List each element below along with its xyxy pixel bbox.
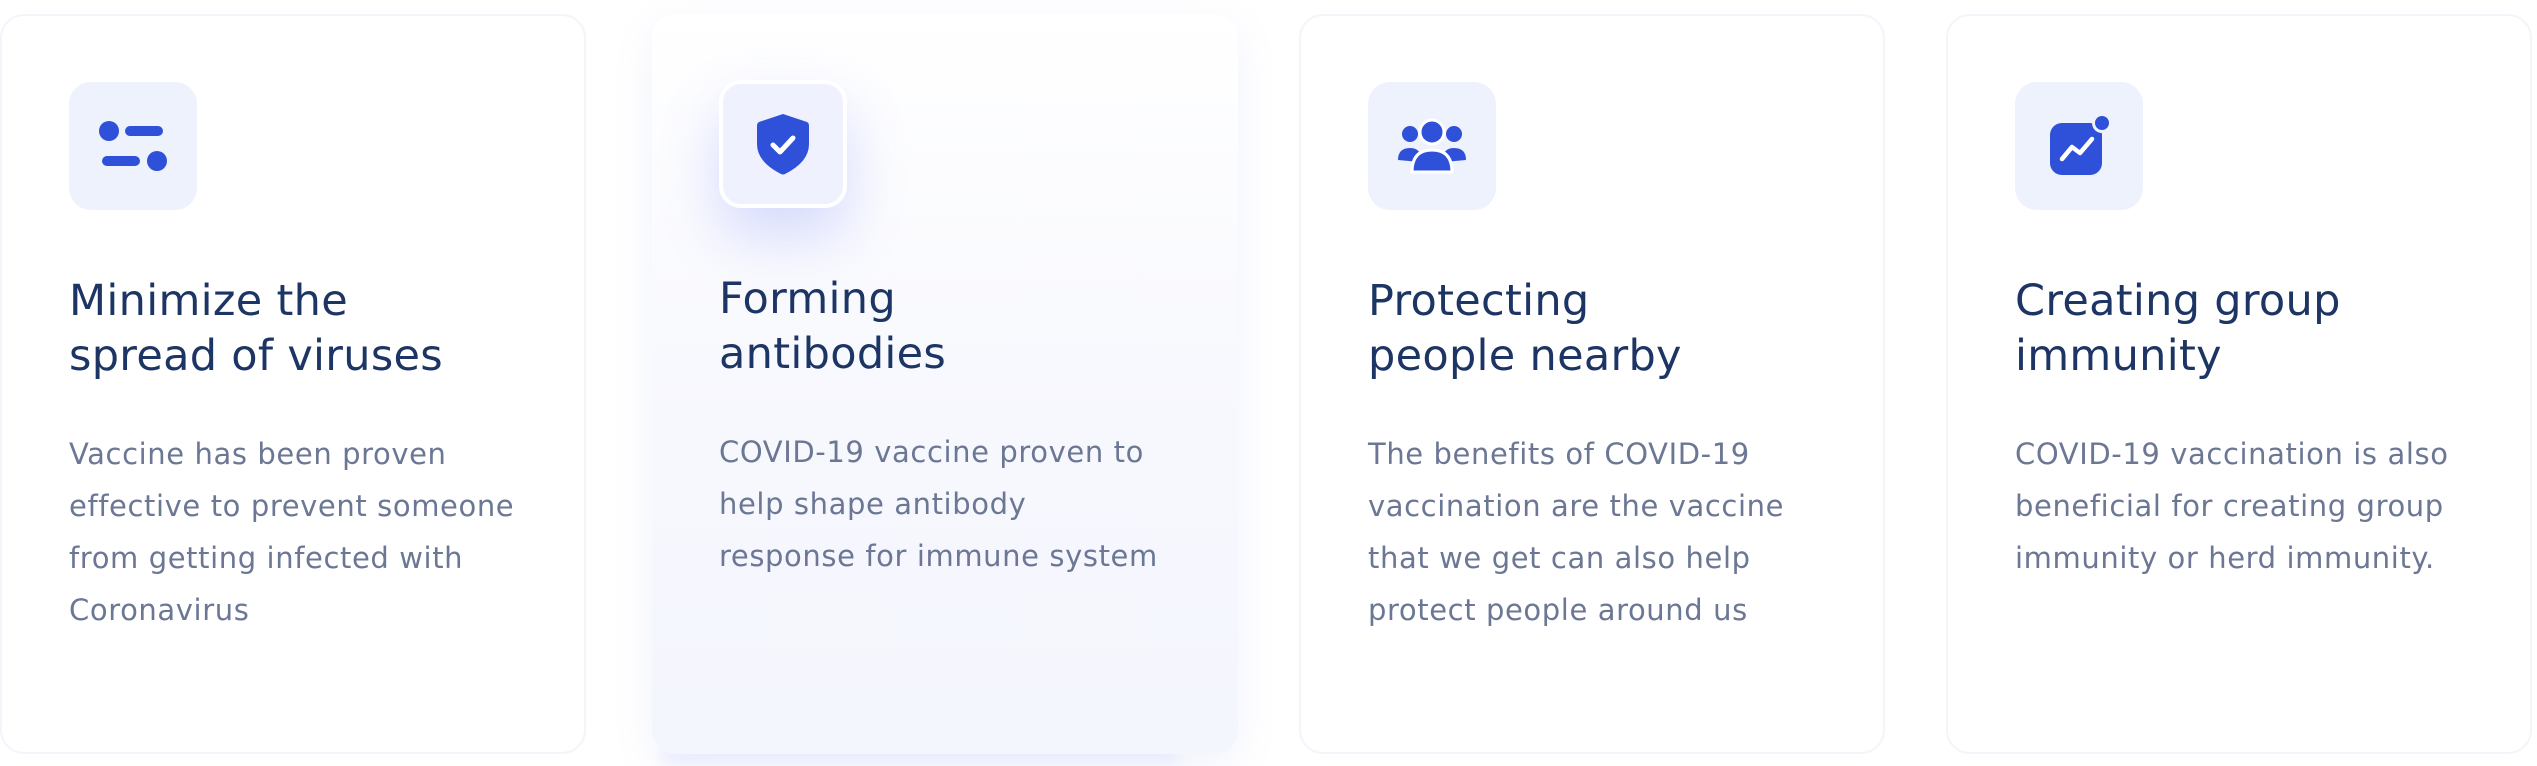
card-title: Protecting people nearby: [1368, 276, 1682, 381]
card-description: COVID-19 vaccine proven to help shape an…: [719, 435, 1158, 573]
trend-chart-icon: [2015, 82, 2143, 210]
feature-card-protecting-people: Protecting people nearby The benefits of…: [1299, 14, 1885, 754]
card-description: COVID-19 vaccination is also beneficial …: [2015, 437, 2449, 575]
feature-card-antibodies: Forming antibodies COVID-19 vaccine prov…: [652, 14, 1238, 754]
card-description: Vaccine has been proven effective to pre…: [69, 437, 515, 627]
shield-check-icon: [719, 80, 847, 208]
settings-sliders-icon: [69, 82, 197, 210]
people-group-icon: [1368, 82, 1496, 210]
card-title: Minimize the spread of viruses: [69, 276, 444, 381]
card-title: Creating group immunity: [2015, 276, 2341, 381]
feature-card-group-immunity: Creating group immunity COVID-19 vaccina…: [1946, 14, 2532, 754]
feature-card-minimize-spread: Minimize the spread of viruses Vaccine h…: [0, 14, 586, 754]
card-description: The benefits of COVID-19 vaccination are…: [1368, 437, 1785, 627]
card-title: Forming antibodies: [719, 274, 947, 379]
